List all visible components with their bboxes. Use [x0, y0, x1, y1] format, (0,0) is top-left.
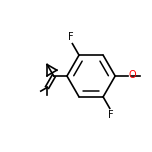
Text: F: F: [108, 110, 114, 120]
Text: F: F: [68, 32, 74, 42]
Text: O: O: [129, 70, 136, 80]
